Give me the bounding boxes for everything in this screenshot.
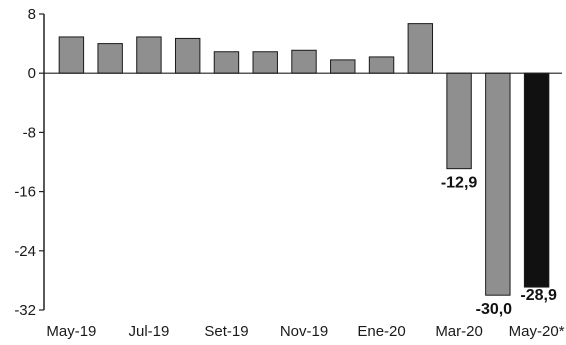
x-tick-label: May-19 [46,323,96,340]
bar-mar-20 [446,72,472,170]
data-label: -30,0 [476,301,513,318]
y-tick-label: 0 [28,65,36,82]
y-tick-label: 8 [28,6,36,23]
x-axis: May-19 Jul-19 Set-19 Nov-19 Ene-20 Mar-20 May-… [44,72,565,340]
x-tick-label: Ene-20 [357,323,405,340]
bar-abr-20 [485,72,511,296]
y-tick-label: -32 [14,302,36,319]
bar-may-20- [523,72,550,288]
y-tick-label: -24 [14,243,36,260]
x-tick-label: Set-19 [204,323,248,340]
x-tick-label: Nov-19 [280,323,328,340]
bar-feb-20 [407,23,434,74]
data-labels: -12,9 -30,0 -28,9 [441,175,557,319]
x-tick-label: May-20* [509,323,565,340]
bars-group [58,23,550,296]
x-tick-label: Jul-19 [128,323,169,340]
bar-oct-19 [252,51,278,74]
bar-ago-19 [174,37,201,74]
bar-set-19 [213,51,240,74]
bar-nov-19 [291,49,317,74]
data-label: -28,9 [520,287,557,304]
bar-may-19 [58,36,85,74]
bar-jun-19 [97,43,123,74]
data-label: -12,9 [441,175,478,192]
x-tick-label: Mar-20 [435,323,483,340]
y-axis: 8 0 -8 -16 -24 -32 [14,6,45,319]
bar-ene-20 [368,56,395,74]
bar-jul-19 [136,36,162,74]
bar-dic-19 [330,59,356,74]
y-tick-label: -16 [14,184,36,201]
y-tick-label: -8 [23,124,36,141]
